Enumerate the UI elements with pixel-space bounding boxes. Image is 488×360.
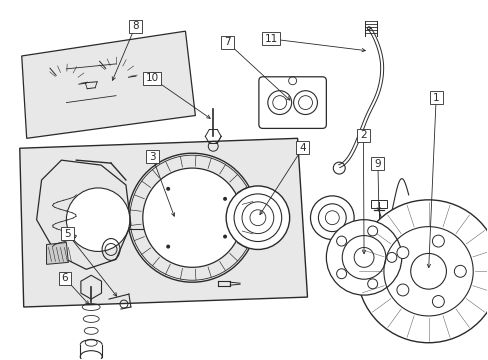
Circle shape (166, 244, 170, 248)
Circle shape (356, 200, 488, 343)
Circle shape (223, 235, 226, 239)
FancyBboxPatch shape (262, 32, 280, 45)
Text: 7: 7 (224, 37, 230, 48)
Circle shape (166, 187, 170, 191)
Circle shape (223, 197, 226, 201)
Circle shape (396, 247, 408, 258)
Circle shape (267, 91, 291, 114)
Circle shape (431, 235, 444, 247)
FancyBboxPatch shape (258, 77, 325, 129)
Text: 11: 11 (264, 34, 277, 44)
Circle shape (386, 252, 396, 262)
Text: 5: 5 (64, 229, 71, 239)
FancyBboxPatch shape (129, 20, 142, 33)
Text: 4: 4 (299, 143, 305, 153)
Text: 9: 9 (374, 159, 381, 169)
FancyBboxPatch shape (61, 227, 74, 240)
Circle shape (142, 168, 242, 267)
Circle shape (336, 236, 346, 246)
Circle shape (225, 186, 289, 249)
Text: 3: 3 (149, 152, 155, 162)
FancyBboxPatch shape (356, 129, 369, 142)
FancyBboxPatch shape (59, 272, 71, 285)
Circle shape (293, 91, 317, 114)
Circle shape (66, 188, 130, 251)
Circle shape (396, 284, 408, 296)
Circle shape (336, 269, 346, 279)
FancyBboxPatch shape (429, 91, 442, 104)
Polygon shape (20, 138, 307, 307)
Text: 10: 10 (145, 73, 159, 83)
Polygon shape (46, 243, 68, 264)
Circle shape (310, 196, 353, 239)
Circle shape (325, 220, 401, 295)
Circle shape (453, 265, 466, 277)
Circle shape (431, 296, 444, 307)
FancyBboxPatch shape (143, 72, 161, 85)
Polygon shape (21, 31, 195, 138)
Circle shape (367, 279, 377, 289)
FancyBboxPatch shape (145, 150, 159, 163)
FancyBboxPatch shape (371, 157, 384, 170)
Text: 8: 8 (132, 21, 139, 31)
Text: 2: 2 (359, 130, 366, 140)
Circle shape (367, 226, 377, 236)
FancyBboxPatch shape (221, 36, 233, 49)
Text: 6: 6 (61, 273, 68, 283)
Text: 1: 1 (432, 93, 439, 103)
FancyBboxPatch shape (296, 141, 308, 154)
